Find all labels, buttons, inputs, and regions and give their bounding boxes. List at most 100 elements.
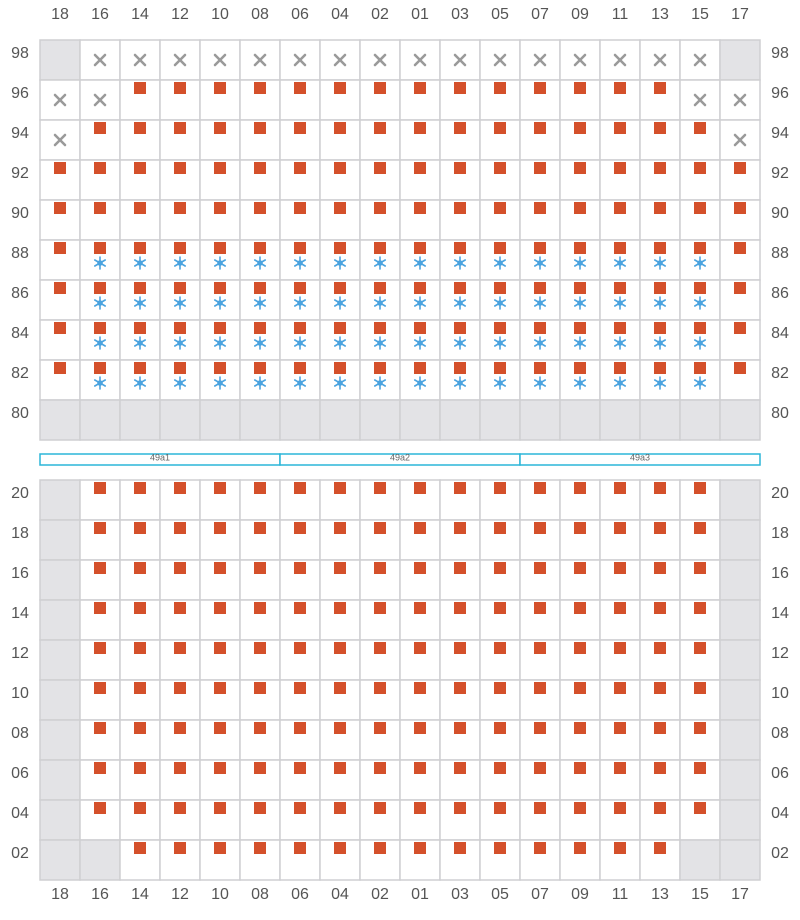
snowflake-core: [217, 380, 223, 386]
column-label: 10: [211, 886, 229, 903]
square-icon: [374, 522, 386, 534]
square-icon: [694, 282, 706, 294]
snowflake-icon: [294, 376, 306, 390]
square-icon: [334, 202, 346, 214]
square-icon: [294, 802, 306, 814]
square-icon: [134, 322, 146, 334]
square-icon: [374, 842, 386, 854]
snowflake-stroke: [534, 299, 546, 307]
square-icon: [174, 802, 186, 814]
snowflake-icon: [94, 256, 106, 270]
square-icon: [414, 522, 426, 534]
snowflake-stroke: [294, 299, 306, 307]
square-icon: [414, 682, 426, 694]
cross-stroke: [133, 53, 147, 67]
row-label: 18: [11, 525, 29, 542]
snowflake-icon: [534, 296, 546, 310]
snowflake-icon: [374, 336, 386, 350]
square-icon: [694, 802, 706, 814]
square-icon: [134, 642, 146, 654]
cell: [199, 399, 241, 441]
snowflake-core: [297, 300, 303, 306]
square-icon: [414, 762, 426, 774]
cell: [719, 639, 761, 681]
snowflake-core: [617, 340, 623, 346]
snowflake-icon: [94, 376, 106, 390]
square-icon: [454, 562, 466, 574]
square-icon: [414, 802, 426, 814]
square-icon: [214, 722, 226, 734]
cross-icon: [613, 53, 627, 67]
square-icon: [494, 522, 506, 534]
square-icon: [494, 322, 506, 334]
snowflake-icon: [694, 296, 706, 310]
column-label: 10: [211, 6, 229, 23]
square-icon: [454, 202, 466, 214]
square-icon: [214, 162, 226, 174]
square-icon: [214, 842, 226, 854]
square-icon: [254, 722, 266, 734]
column-label: 07: [531, 886, 549, 903]
cross-stroke: [733, 93, 747, 107]
column-label: 02: [371, 886, 389, 903]
snowflake-core: [177, 260, 183, 266]
snowflake-icon: [334, 256, 346, 270]
square-icon: [494, 202, 506, 214]
square-icon: [614, 282, 626, 294]
square-icon: [54, 322, 66, 334]
square-icon: [574, 602, 586, 614]
square-icon: [494, 602, 506, 614]
snowflake-icon: [334, 336, 346, 350]
snowflake-core: [377, 300, 383, 306]
square-icon: [254, 842, 266, 854]
column-label: 05: [491, 886, 509, 903]
cross-stroke: [53, 133, 67, 147]
cross-stroke: [213, 53, 227, 67]
square-icon: [374, 162, 386, 174]
segment-label: 49a3: [630, 452, 650, 462]
square-icon: [294, 842, 306, 854]
snowflake-stroke: [214, 339, 226, 347]
snowflake-core: [577, 340, 583, 346]
square-icon: [454, 482, 466, 494]
square-icon: [214, 242, 226, 254]
snowflake-core: [337, 380, 343, 386]
square-icon: [374, 362, 386, 374]
square-icon: [174, 482, 186, 494]
snowflake-stroke: [694, 259, 706, 267]
square-icon: [134, 282, 146, 294]
cross-icon: [333, 53, 347, 67]
square-icon: [94, 322, 106, 334]
cell: [639, 399, 681, 441]
cell: [399, 399, 441, 441]
snowflake-core: [337, 300, 343, 306]
snowflake-core: [657, 300, 663, 306]
square-icon: [334, 682, 346, 694]
snowflake-stroke: [614, 259, 626, 267]
row-label: 16: [11, 565, 29, 582]
snowflake-stroke: [214, 379, 226, 387]
column-label: 08: [251, 886, 269, 903]
column-label: 14: [131, 6, 149, 23]
square-icon: [534, 602, 546, 614]
square-icon: [374, 202, 386, 214]
snowflake-icon: [654, 296, 666, 310]
square-icon: [454, 602, 466, 614]
row-label: 08: [11, 725, 29, 742]
square-icon: [614, 162, 626, 174]
square-icon: [734, 202, 746, 214]
column-label: 06: [291, 6, 309, 23]
snowflake-stroke: [174, 299, 186, 307]
cross-icon: [93, 93, 107, 107]
square-icon: [694, 602, 706, 614]
snowflake-icon: [454, 256, 466, 270]
cross-icon: [533, 53, 547, 67]
row-label: 88: [11, 245, 29, 262]
square-icon: [334, 762, 346, 774]
square-icon: [534, 802, 546, 814]
snowflake-icon: [134, 336, 146, 350]
square-icon: [214, 602, 226, 614]
snowflake-icon: [214, 376, 226, 390]
square-icon: [134, 522, 146, 534]
